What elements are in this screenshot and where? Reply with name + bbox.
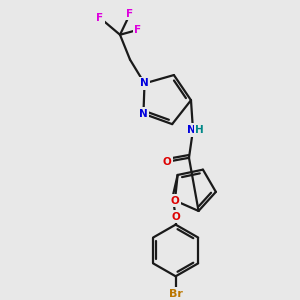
Text: Br: Br [169,289,183,299]
Text: H: H [195,125,203,135]
Text: N: N [140,78,149,88]
Text: O: O [171,212,180,222]
Text: O: O [163,157,171,167]
Text: N: N [139,109,148,119]
Text: N: N [187,125,195,135]
Text: F: F [134,25,142,35]
Text: F: F [126,9,134,19]
Text: O: O [171,196,179,206]
Text: F: F [96,13,103,23]
